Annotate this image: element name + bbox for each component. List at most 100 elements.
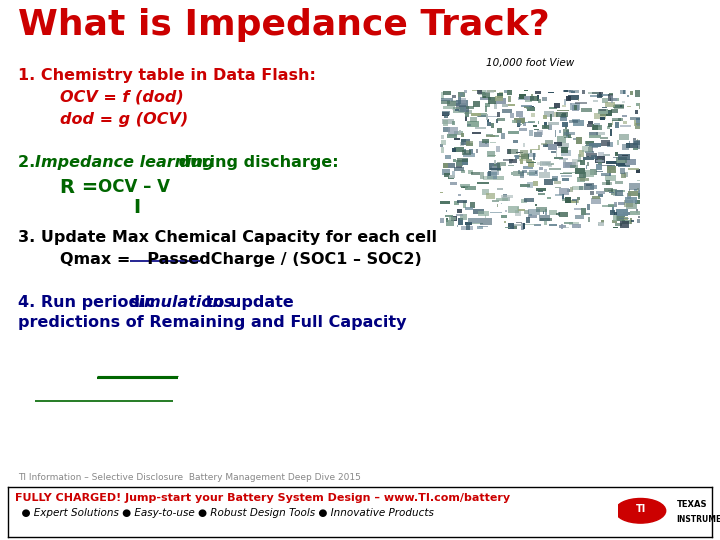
Bar: [557, 137, 566, 143]
Bar: [624, 218, 628, 220]
Bar: [554, 157, 562, 159]
Bar: [595, 125, 598, 130]
Bar: [568, 88, 572, 91]
Bar: [616, 190, 623, 196]
Bar: [634, 189, 637, 191]
Bar: [595, 191, 606, 194]
Bar: [444, 113, 448, 118]
Bar: [443, 91, 451, 95]
Bar: [444, 173, 450, 177]
Bar: [573, 138, 576, 140]
Bar: [503, 221, 506, 223]
Bar: [513, 172, 523, 176]
Bar: [518, 210, 525, 211]
Bar: [567, 96, 571, 101]
Bar: [482, 96, 486, 98]
Bar: [488, 97, 495, 104]
Bar: [444, 106, 455, 109]
Bar: [464, 149, 466, 154]
Bar: [544, 219, 546, 225]
Bar: [609, 192, 614, 193]
Bar: [630, 117, 641, 120]
Text: 4. Run periodic: 4. Run periodic: [18, 295, 161, 310]
Bar: [618, 118, 621, 121]
Bar: [510, 113, 514, 118]
Bar: [464, 186, 476, 190]
Bar: [611, 129, 612, 136]
Bar: [629, 183, 641, 190]
Bar: [592, 196, 600, 199]
Bar: [625, 197, 636, 204]
Bar: [491, 170, 500, 174]
Bar: [514, 155, 521, 157]
Bar: [485, 105, 487, 112]
Bar: [509, 160, 512, 164]
Bar: [622, 101, 626, 103]
Bar: [476, 149, 477, 153]
Bar: [452, 171, 455, 175]
Bar: [626, 203, 637, 209]
Bar: [562, 194, 564, 199]
Bar: [598, 152, 604, 157]
Bar: [575, 168, 585, 174]
Bar: [518, 170, 520, 174]
Bar: [637, 169, 646, 173]
Bar: [586, 141, 594, 146]
Bar: [447, 134, 456, 138]
Bar: [612, 118, 624, 121]
Bar: [442, 169, 450, 176]
Bar: [497, 188, 503, 190]
Bar: [580, 178, 589, 180]
Bar: [530, 96, 538, 101]
Bar: [609, 170, 611, 176]
Bar: [528, 122, 535, 123]
Bar: [552, 177, 558, 181]
Bar: [477, 226, 483, 229]
Bar: [588, 217, 590, 222]
Bar: [526, 100, 532, 102]
Bar: [441, 135, 444, 139]
Bar: [638, 191, 649, 197]
Bar: [587, 205, 590, 210]
Bar: [441, 100, 449, 104]
Text: TI: TI: [635, 504, 646, 514]
Bar: [639, 191, 645, 196]
Bar: [603, 109, 607, 111]
Bar: [503, 159, 513, 161]
Bar: [492, 200, 499, 202]
Bar: [612, 120, 621, 122]
Bar: [519, 128, 528, 131]
Bar: [615, 180, 623, 185]
Bar: [456, 162, 462, 168]
Bar: [636, 219, 641, 222]
Bar: [512, 120, 516, 123]
Bar: [565, 164, 575, 167]
Bar: [502, 197, 510, 201]
Bar: [556, 112, 568, 117]
Bar: [571, 91, 575, 93]
Bar: [560, 117, 567, 122]
Bar: [472, 132, 482, 134]
Bar: [564, 87, 568, 92]
Bar: [549, 107, 557, 109]
Bar: [561, 150, 571, 156]
Bar: [563, 163, 575, 168]
Bar: [624, 200, 634, 207]
Bar: [578, 227, 580, 228]
Bar: [610, 98, 616, 101]
Bar: [464, 110, 472, 114]
Bar: [577, 198, 579, 204]
Bar: [612, 122, 613, 125]
Bar: [621, 155, 629, 156]
Bar: [466, 141, 472, 146]
Bar: [465, 116, 467, 121]
Bar: [585, 151, 594, 153]
Bar: [598, 159, 602, 165]
Bar: [463, 153, 475, 157]
Bar: [638, 193, 649, 199]
Bar: [629, 211, 642, 215]
Bar: [521, 199, 528, 204]
Bar: [526, 106, 529, 110]
Bar: [508, 149, 518, 154]
Bar: [497, 162, 506, 166]
